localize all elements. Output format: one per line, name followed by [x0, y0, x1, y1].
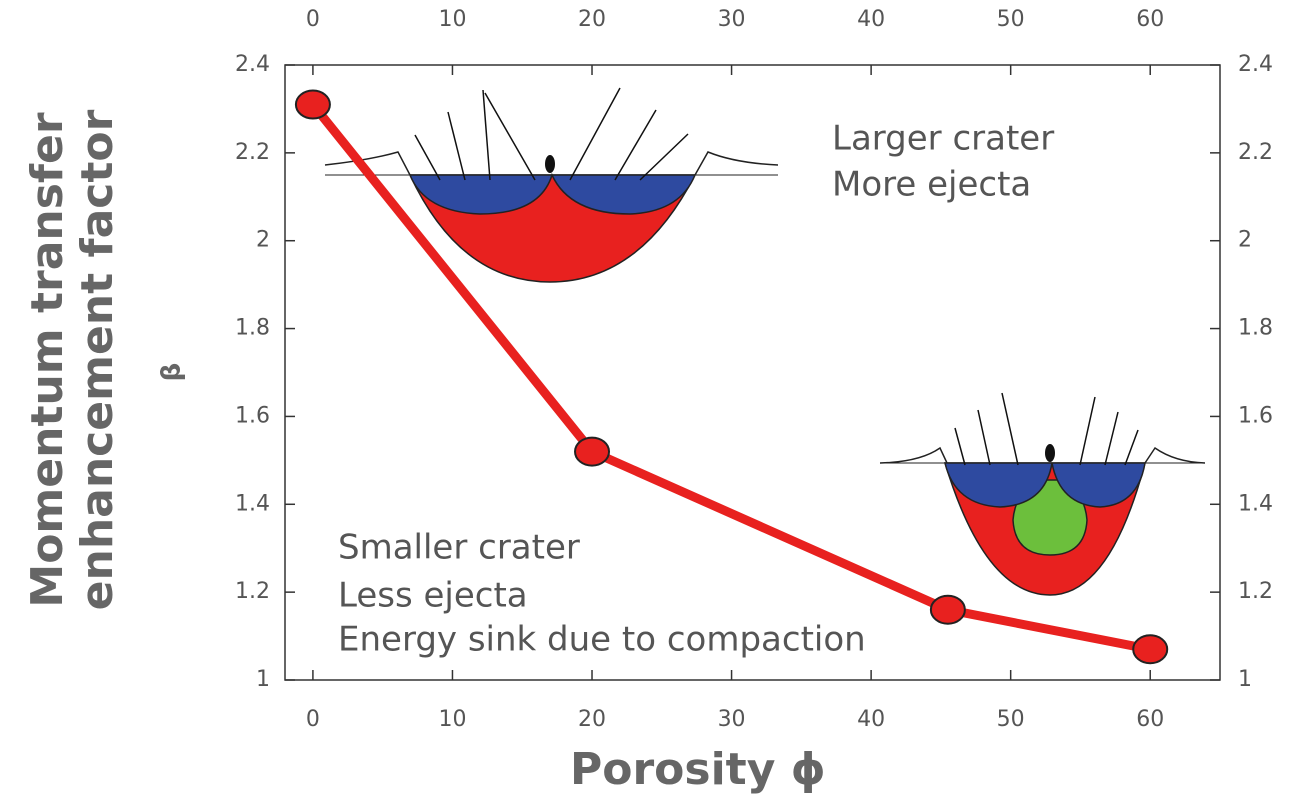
y-tick-label-right: 1 [1238, 667, 1252, 692]
data-point [575, 438, 609, 466]
data-point [296, 91, 330, 119]
y-tick-label: 2.2 [235, 140, 270, 165]
annotation: Smaller crater [338, 528, 580, 568]
x-tick-label-top: 30 [718, 7, 746, 32]
data-point [1133, 635, 1167, 663]
y-tick-label-right: 1.8 [1238, 316, 1273, 341]
x-tick-label-top: 40 [857, 7, 885, 32]
y-tick-label: 1.8 [235, 316, 270, 341]
annotation: Energy sink due to compaction [338, 620, 866, 660]
x-tick-label-top: 20 [578, 7, 606, 32]
crater-small-diagram [880, 393, 1205, 595]
x-axis-label: Porosity ϕ [570, 744, 826, 795]
x-tick-label-top: 60 [1136, 7, 1164, 32]
annotation: More ejecta [832, 165, 1031, 205]
x-tick-label: 10 [438, 707, 466, 732]
y-tick-label-right: 1.2 [1238, 579, 1273, 604]
y-axis-symbol: β [157, 363, 187, 382]
data-point [931, 596, 965, 624]
y-tick-label-right: 1.6 [1238, 403, 1273, 428]
y-tick-label-right: 2.4 [1238, 52, 1273, 77]
x-tick-label-top: 10 [438, 7, 466, 32]
y-tick-label-right: 2.2 [1238, 140, 1273, 165]
x-tick-label: 40 [857, 707, 885, 732]
y-axis-label: Momentum transfer [22, 112, 73, 607]
x-tick-label: 20 [578, 707, 606, 732]
y-tick-label-right: 1.4 [1238, 491, 1273, 516]
annotation: Less ejecta [338, 576, 528, 616]
x-tick-label: 60 [1136, 707, 1164, 732]
annotation: Larger crater [832, 119, 1054, 159]
y-tick-label: 1.2 [235, 579, 270, 604]
crater-large-diagram [325, 88, 778, 282]
x-tick-label: 0 [306, 707, 320, 732]
y-tick-label: 1.4 [235, 491, 270, 516]
x-tick-label-top: 50 [997, 7, 1025, 32]
y-axis-label: enhancement factor [72, 109, 123, 610]
chart: Porosity ϕ Momentum transfer enhancement… [0, 0, 1307, 801]
x-tick-label: 50 [997, 707, 1025, 732]
y-tick-label: 2.4 [235, 52, 270, 77]
y-tick-label: 2 [256, 228, 270, 253]
x-tick-label-top: 0 [306, 7, 320, 32]
y-tick-label-right: 2 [1238, 228, 1252, 253]
y-tick-label: 1.6 [235, 403, 270, 428]
x-tick-label: 30 [718, 707, 746, 732]
y-tick-label: 1 [256, 667, 270, 692]
